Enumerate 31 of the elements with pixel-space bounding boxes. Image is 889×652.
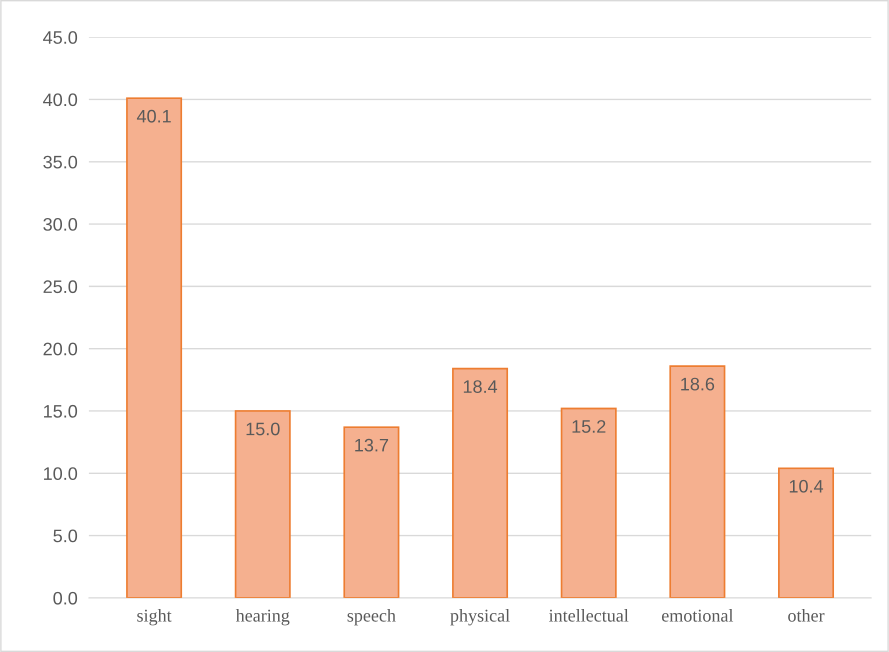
x-tick-label: speech	[348, 608, 396, 626]
bar	[669, 365, 726, 598]
data-label: 15.0	[246, 422, 280, 436]
x-tick-label: physical	[450, 608, 510, 626]
x-tick-label: emotional	[662, 608, 734, 622]
bar	[778, 467, 834, 598]
y-tick-label: 20.0	[44, 342, 78, 356]
y-tick-label: 35.0	[43, 156, 78, 168]
y-tick-label: 25.0	[44, 280, 78, 294]
y-tick-label: 10.0	[44, 467, 78, 480]
x-tick-label: intellectual	[548, 608, 628, 622]
data-label: 13.7	[355, 438, 388, 452]
y-tick-label: 15.0	[44, 404, 78, 418]
y-tick-label: 5.0	[53, 530, 78, 542]
y-tick-label: 40.0	[43, 93, 78, 106]
bar	[343, 426, 400, 598]
bar	[560, 408, 617, 598]
data-label: 18.4	[464, 380, 498, 393]
data-label: 10.4	[790, 480, 824, 493]
y-tick-label: 45.0	[43, 31, 78, 44]
y-tick-label: 30.0	[43, 218, 78, 231]
bar	[234, 410, 291, 598]
data-label: 15.2	[572, 420, 606, 433]
x-tick-label: other	[788, 608, 824, 622]
bar	[452, 368, 508, 598]
y-tick-label: 0.0	[53, 592, 78, 605]
data-label: 18.6	[681, 378, 714, 390]
data-label: 40.1	[136, 110, 171, 123]
x-tick-label: hearing	[236, 608, 290, 626]
x-tick-label: sight	[137, 608, 172, 626]
bar	[126, 97, 182, 598]
